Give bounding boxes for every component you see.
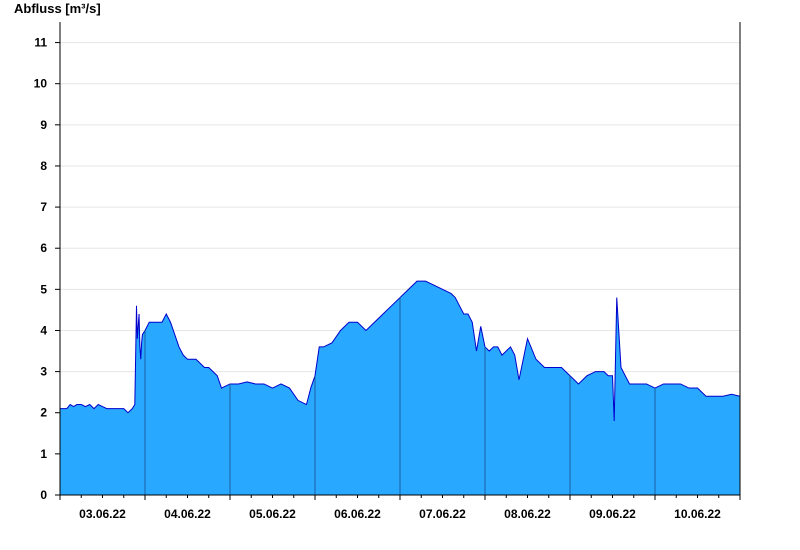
y-tick-label: 0 — [40, 488, 47, 502]
x-tick-label: 03.06.22 — [79, 507, 126, 521]
y-tick-label: 1 — [40, 447, 47, 461]
x-tick-label: 05.06.22 — [249, 507, 296, 521]
y-tick-label: 7 — [40, 200, 47, 214]
y-tick-label: 8 — [40, 159, 47, 173]
x-tick-label: 08.06.22 — [504, 507, 551, 521]
y-tick-label: 4 — [40, 323, 47, 337]
y-tick-label: 10 — [34, 77, 48, 91]
y-axis-title: Abfluss [m³/s] — [14, 1, 101, 16]
x-tick-label: 04.06.22 — [164, 507, 211, 521]
y-tick-label: 11 — [34, 36, 47, 50]
y-tick-label: 5 — [40, 282, 47, 296]
x-tick-label: 06.06.22 — [334, 507, 381, 521]
x-tick-label: 07.06.22 — [419, 507, 466, 521]
discharge-line — [60, 280, 741, 421]
y-ticks: 0 1 2 3 4 5 6 7 8 9 10 11 — [34, 36, 60, 502]
y-tick-label: 3 — [40, 365, 47, 379]
day-separators — [144, 297, 656, 495]
x-tick-label: 09.06.22 — [589, 507, 636, 521]
x-tick-label: 10.06.22 — [674, 507, 721, 521]
y-tick-label: 9 — [40, 118, 47, 132]
x-ticks: 03.06.22 04.06.22 05.06.22 06.06.22 07.06.22… — [59, 495, 741, 521]
axes — [56, 22, 741, 496]
y-tick-label: 2 — [40, 406, 47, 420]
y-tick-label: 6 — [40, 241, 47, 255]
